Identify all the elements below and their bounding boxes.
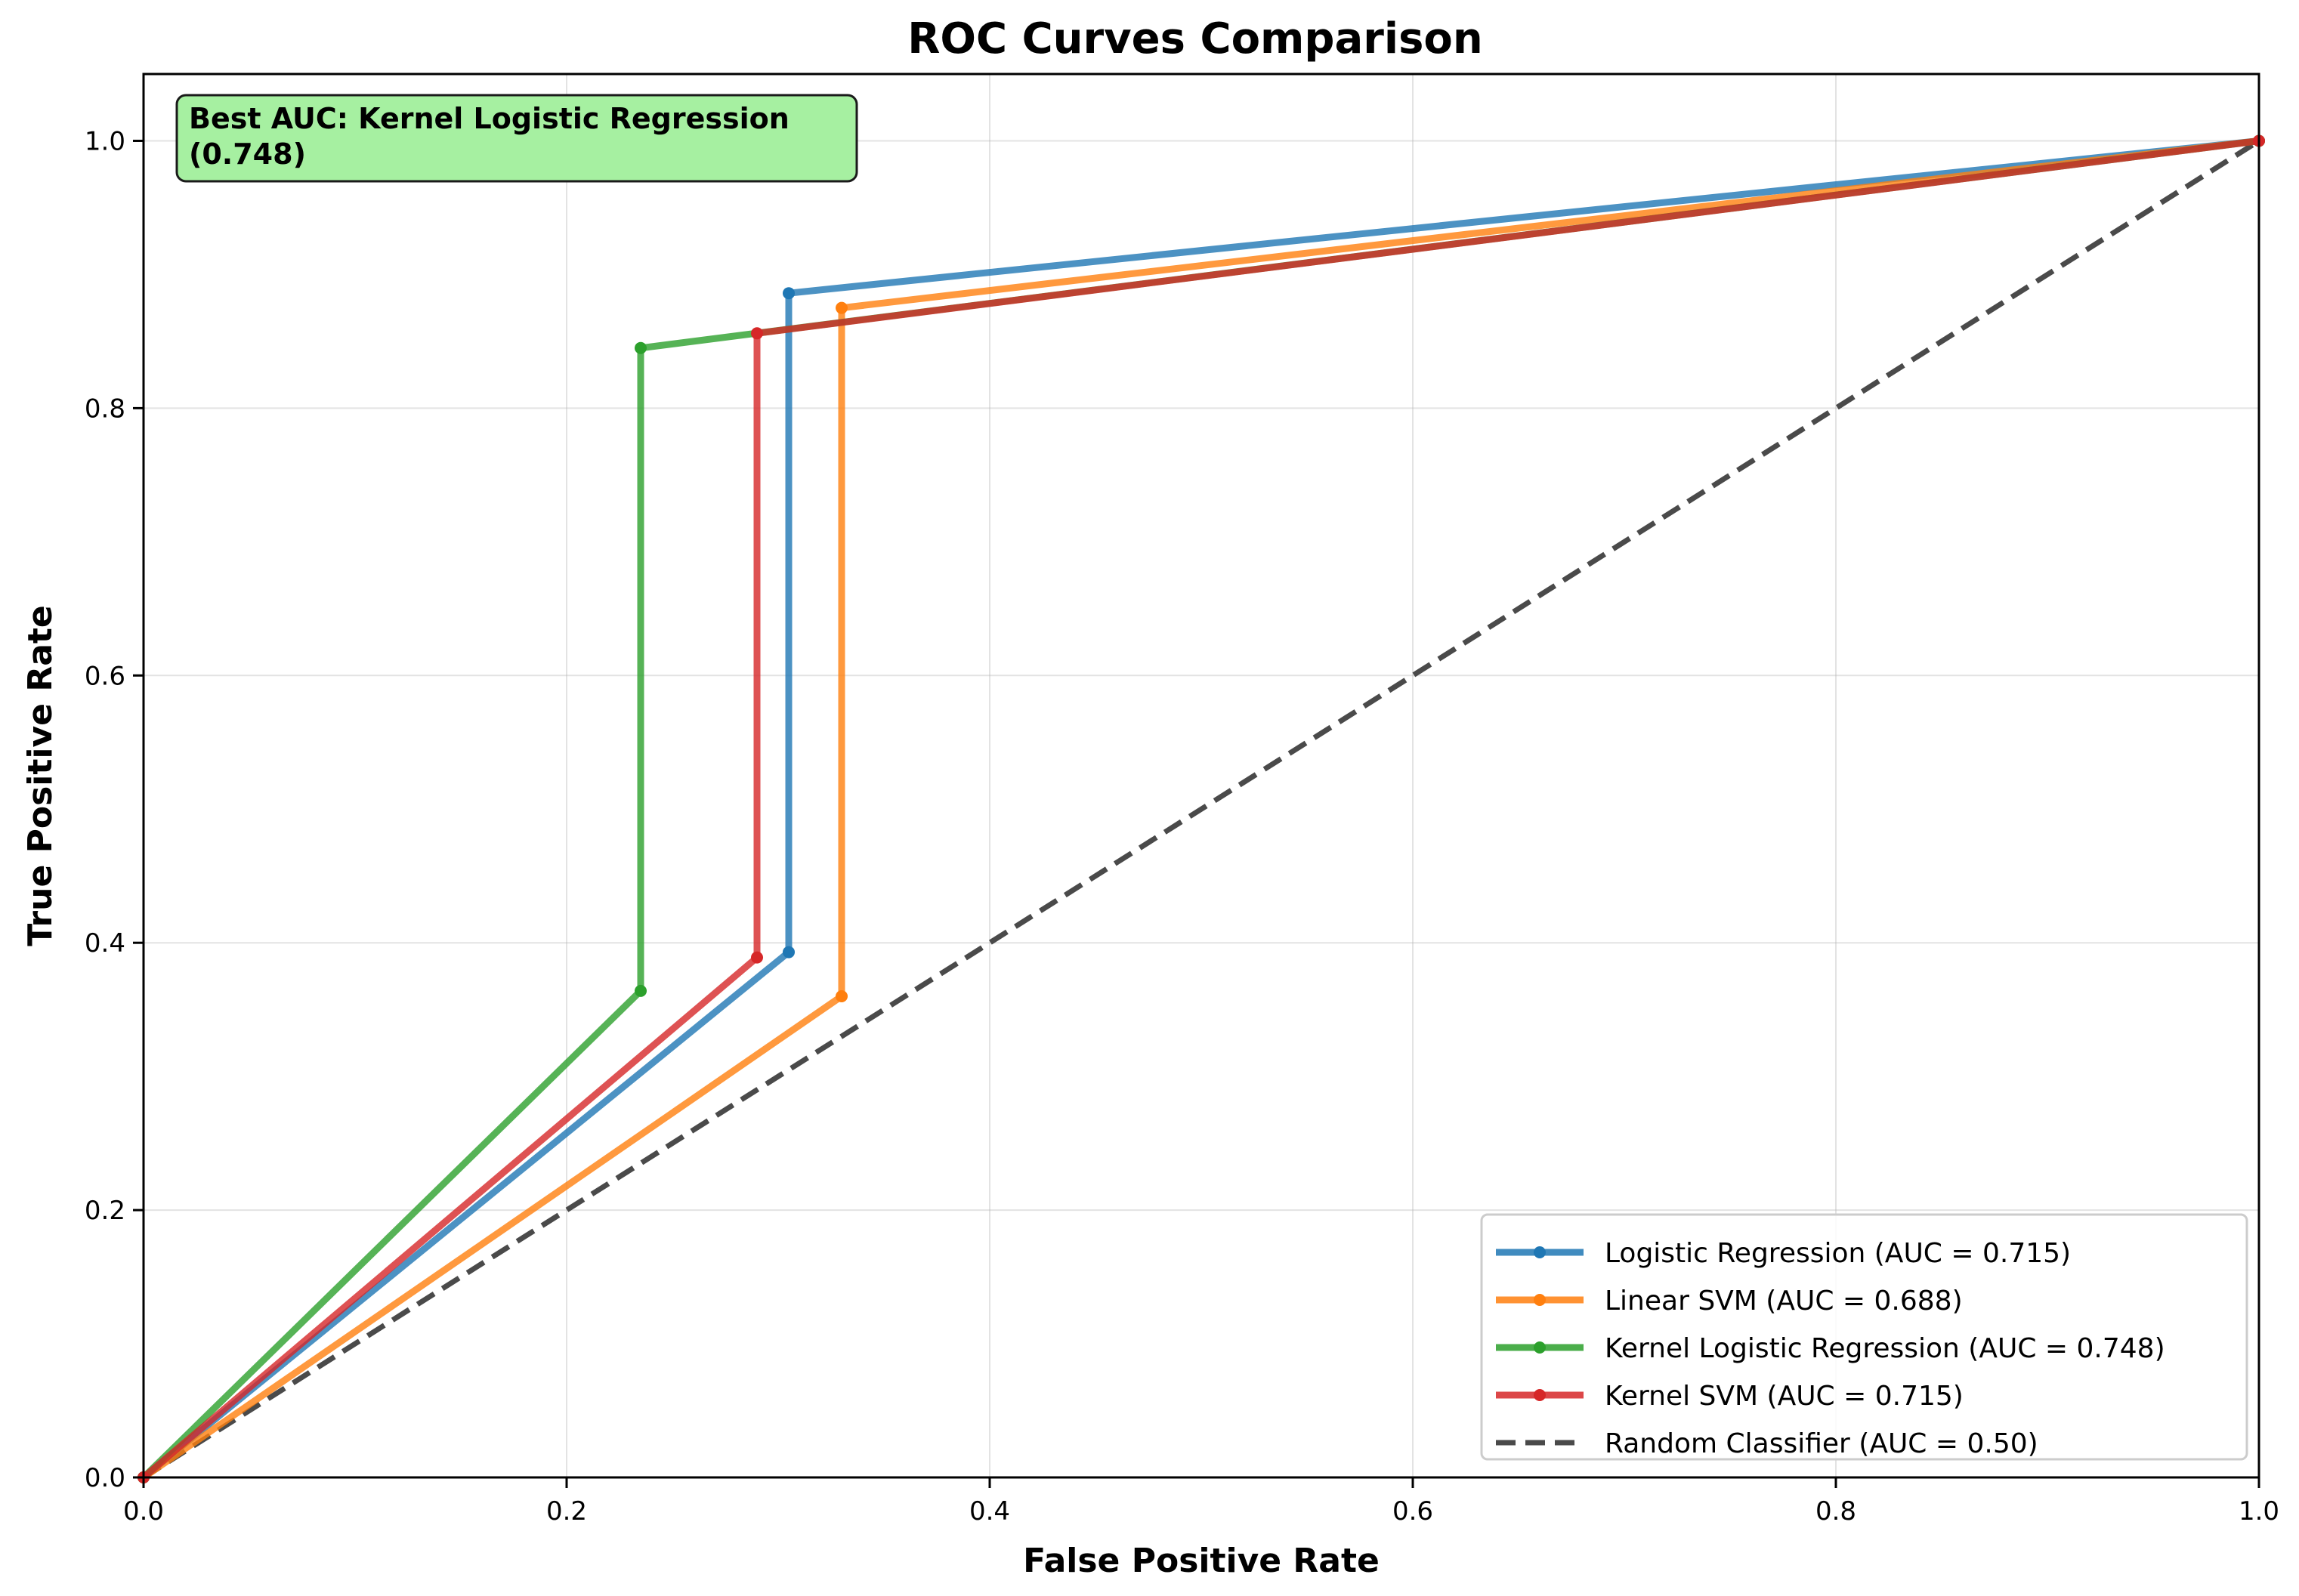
x-tick-label: 0.2 [546, 1496, 587, 1527]
x-tick-label: 0.0 [123, 1496, 164, 1527]
legend: Logistic Regression (AUC = 0.715) Linear … [1480, 1213, 2248, 1461]
legend-marker [1534, 1294, 1546, 1306]
data-point-kernel-svm [751, 327, 763, 340]
data-point-kernel-logistic-regression [635, 341, 647, 354]
annotation-line-1: Best AUC: Kernel Logistic Regression [189, 102, 790, 135]
x-axis-label: False Positive Rate [1023, 1542, 1380, 1580]
x-tick-label: 0.4 [969, 1496, 1010, 1527]
legend-label: Kernel Logistic Regression (AUC = 0.748) [1605, 1333, 2165, 1364]
legend-label: Logistic Regression (AUC = 0.715) [1605, 1238, 2071, 1269]
series-line-kernel-svm [140, 137, 2263, 1481]
x-tick-label: 0.8 [1815, 1496, 1856, 1527]
data-point-linear-svm [836, 301, 848, 314]
y-axis-label: True Positive Rate [21, 605, 60, 946]
y-axis-ticks: 0.0 0.2 0.4 0.6 0.8 1.0 [85, 126, 144, 1493]
legend-box [1480, 1213, 2248, 1461]
series-line-linear-svm [140, 137, 2263, 1481]
y-tick-label: 0.6 [85, 661, 125, 691]
annotation-box [175, 94, 858, 183]
data-point-linear-svm [836, 989, 848, 1002]
data-point-kernel-logistic-regression [635, 984, 647, 997]
y-tick-label: 1.0 [85, 126, 125, 156]
data-point-logistic-regression [783, 287, 795, 300]
series-line-random-classifier [142, 138, 2260, 1480]
legend-marker [1534, 1389, 1546, 1401]
legend-marker [1534, 1341, 1546, 1354]
best-auc-annotation: Best AUC: Kernel Logistic Regression (0.… [175, 94, 858, 183]
y-tick-label: 0.0 [85, 1463, 125, 1493]
legend-marker [1534, 1246, 1546, 1258]
series-line-logistic-regression [140, 137, 2263, 1481]
x-tick-label: 1.0 [2239, 1496, 2279, 1527]
y-tick-label: 0.4 [85, 928, 125, 959]
grid-lines [143, 74, 2260, 1478]
series-group [138, 134, 2265, 1483]
legend-entries: Logistic Regression (AUC = 0.715) Linear … [1496, 1238, 2165, 1459]
y-tick-label: 0.8 [85, 394, 125, 424]
x-axis-ticks: 0.0 0.2 0.4 0.6 0.8 1.0 [123, 1477, 2279, 1527]
annotation-line-2: (0.748) [189, 137, 306, 171]
legend-label: Linear SVM (AUC = 0.688) [1605, 1286, 1963, 1317]
plot-frame [142, 73, 2260, 1479]
x-tick-label: 0.6 [1392, 1496, 1433, 1527]
y-tick-label: 0.2 [85, 1196, 125, 1226]
legend-label: Kernel SVM (AUC = 0.715) [1605, 1381, 1964, 1412]
legend-label: Random Classifier (AUC = 0.50) [1605, 1428, 2038, 1459]
data-point-kernel-svm [751, 951, 763, 964]
chart-title: ROC Curves Comparison [907, 14, 1483, 63]
data-point-logistic-regression [783, 946, 795, 959]
